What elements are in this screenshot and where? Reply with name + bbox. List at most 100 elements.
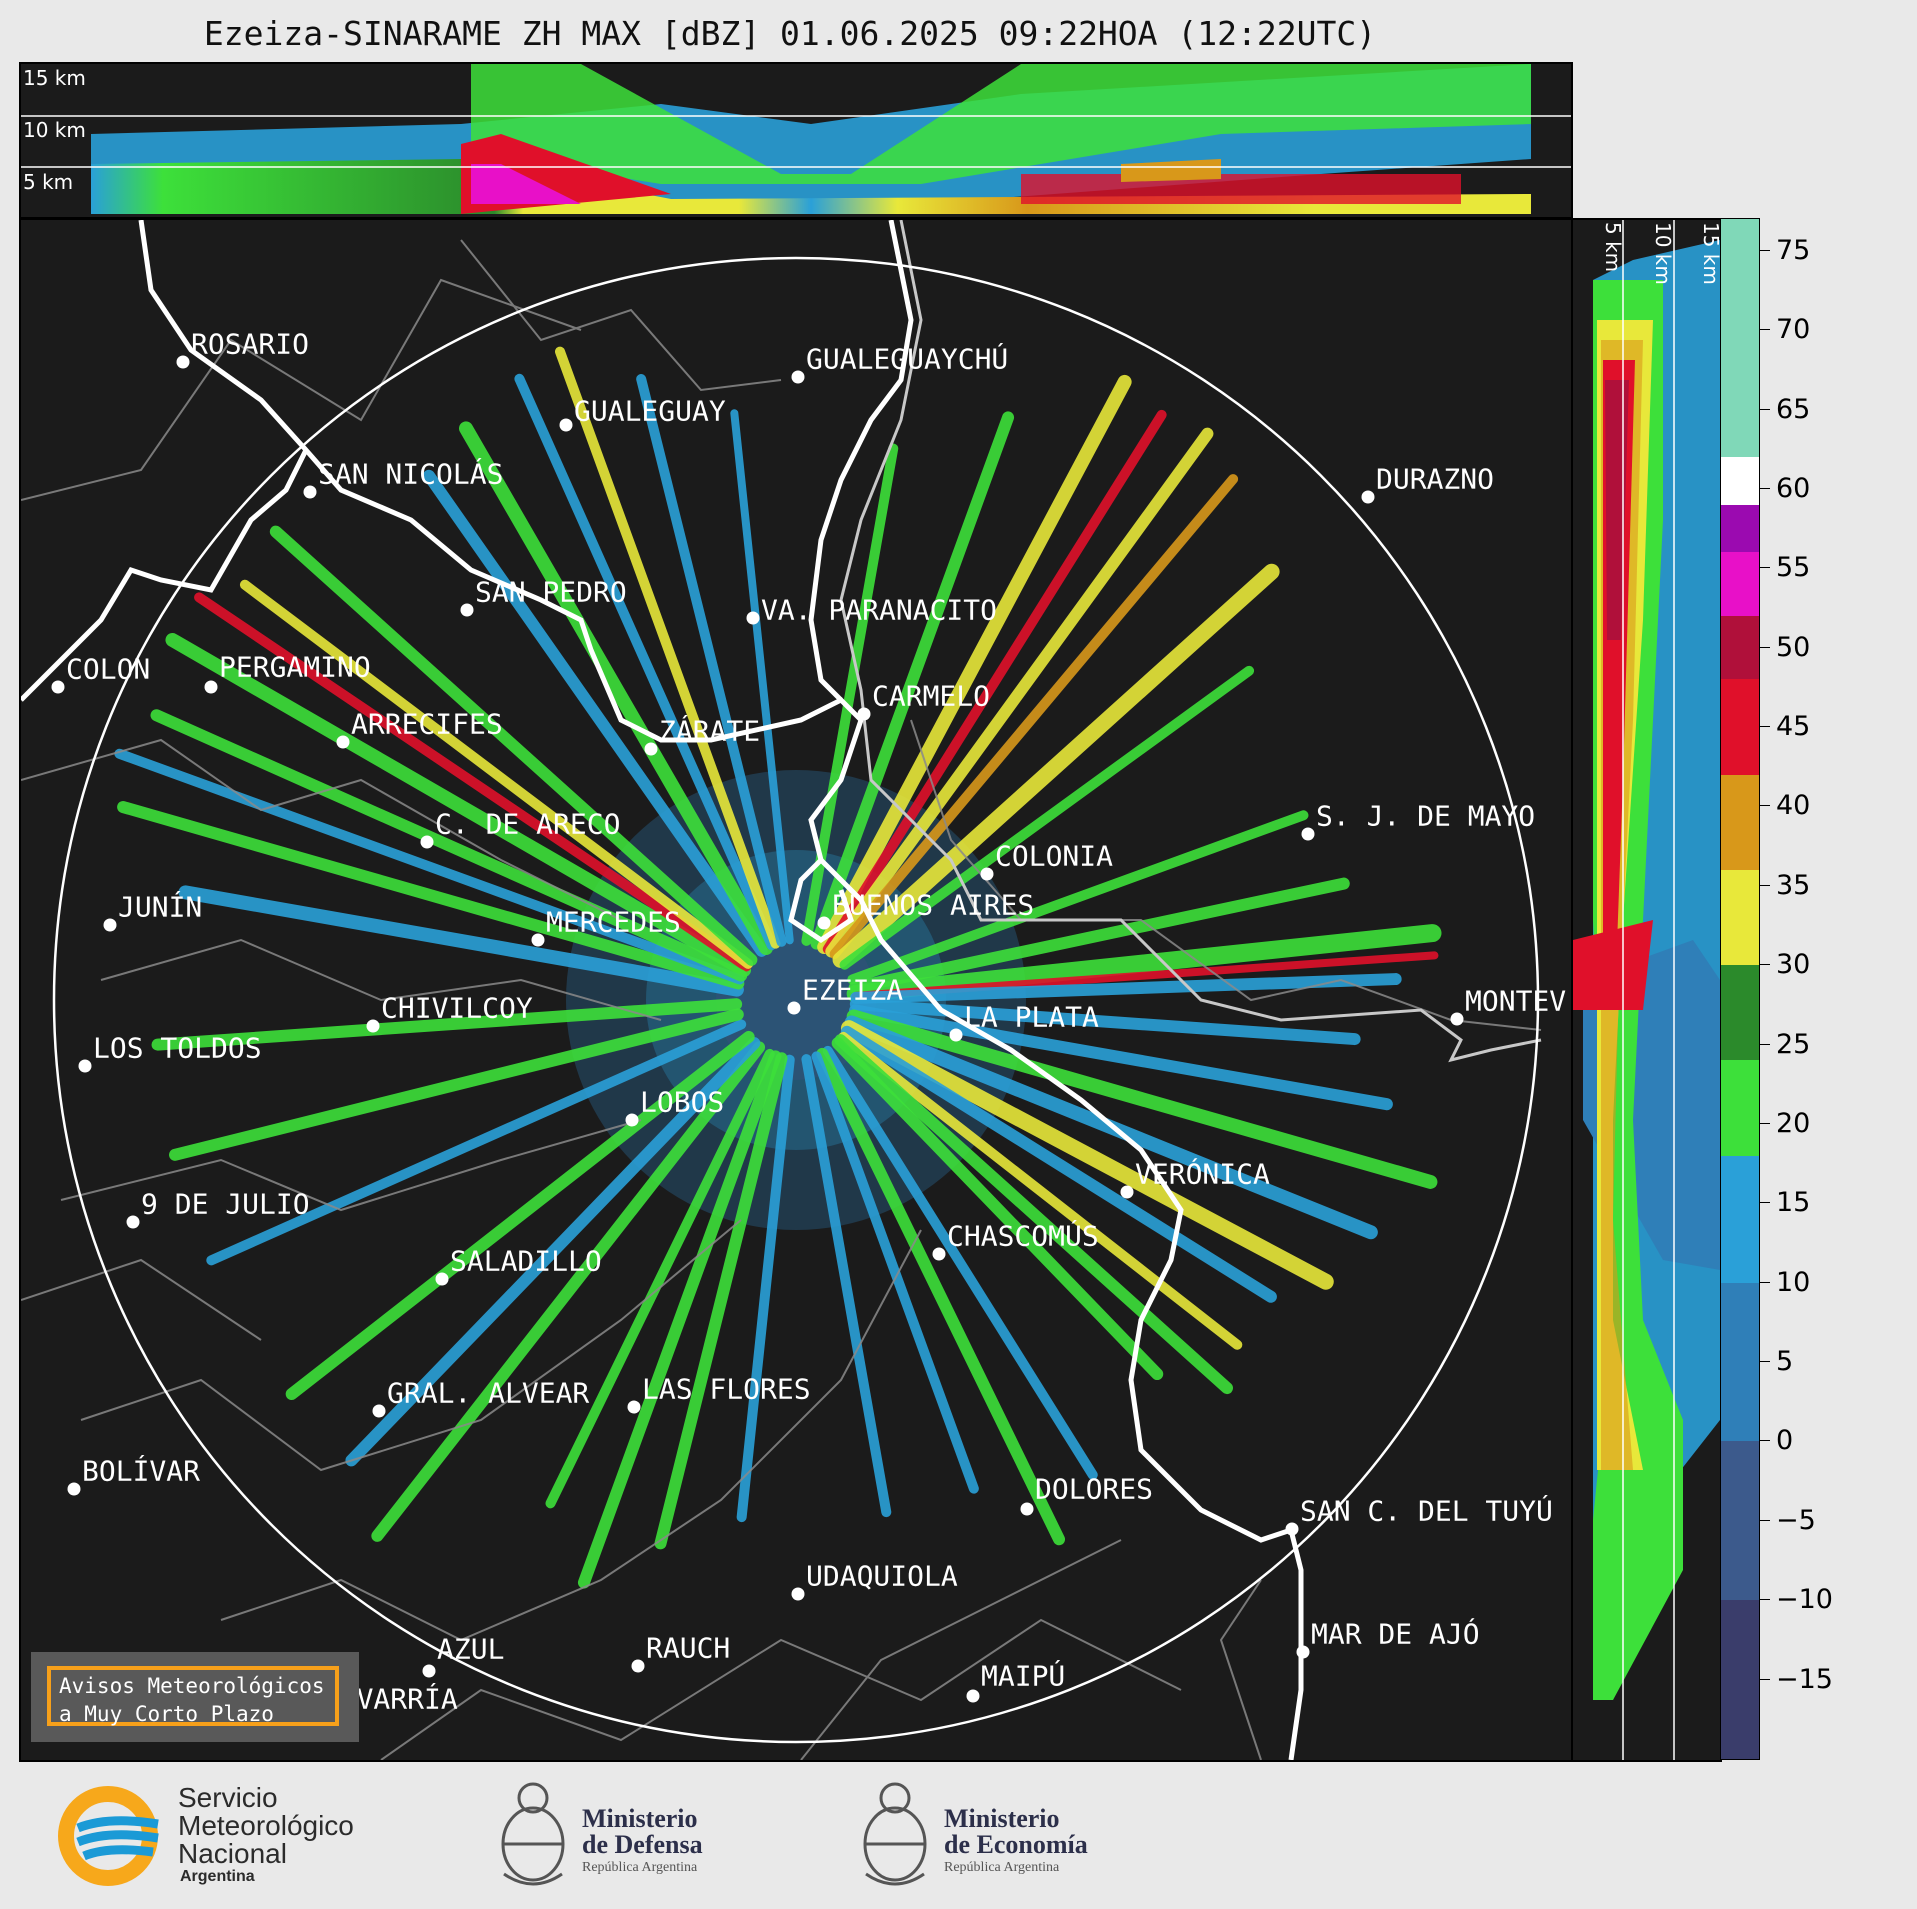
city-marker bbox=[1361, 490, 1375, 504]
reflectivity-beam bbox=[829, 474, 1239, 960]
city-marker bbox=[435, 1272, 449, 1286]
colorbar-tick bbox=[1760, 726, 1770, 728]
city-marker bbox=[791, 370, 805, 384]
city-marker bbox=[631, 1659, 645, 1673]
side-altitude-label-15km: 15 km bbox=[1699, 222, 1722, 285]
city-label: RAUCH bbox=[646, 1631, 731, 1665]
reflectivity-beam bbox=[849, 1004, 1393, 1111]
colorbar-segment bbox=[1721, 615, 1759, 680]
colorbar-tick-label: −15 bbox=[1776, 1663, 1833, 1695]
reflectivity-beam bbox=[285, 1030, 755, 1401]
city-label: CARMELO bbox=[872, 679, 991, 713]
reflectivity-beam bbox=[345, 1037, 761, 1467]
city-label: SAN PEDRO bbox=[475, 575, 627, 609]
city-marker bbox=[791, 1587, 805, 1601]
city-marker bbox=[1020, 1502, 1034, 1516]
reflectivity-beam bbox=[736, 1054, 795, 1523]
city-marker bbox=[303, 485, 317, 499]
uruguay-border bbox=[839, 220, 1542, 1063]
radar-map bbox=[21, 220, 1542, 1760]
reflectivity-beam bbox=[150, 709, 748, 982]
colorbar-tick-label: 35 bbox=[1776, 869, 1811, 901]
city-label: S. J. DE MAYO bbox=[1316, 799, 1536, 833]
reflectivity-beam bbox=[848, 877, 1350, 994]
city-label: COLONIA bbox=[995, 839, 1114, 873]
city-label: LOBOS bbox=[640, 1085, 725, 1119]
reflectivity-beam bbox=[117, 801, 745, 990]
city-label: UDAQUIOLA bbox=[806, 1559, 958, 1593]
radar-map-panel: ROSARIO GUALEGUAYCHÚ GUALEGUAY SAN NICOLÁS D… bbox=[19, 218, 1573, 1762]
city-label: ARRECIFES bbox=[351, 707, 503, 741]
altitude-label-10km: 10 km bbox=[23, 118, 86, 142]
top-cross-section-plot bbox=[21, 64, 1571, 214]
reflectivity-beam bbox=[459, 421, 773, 956]
reflectivity-beam bbox=[822, 409, 1167, 955]
colorbar-tick bbox=[1760, 1122, 1770, 1124]
reflectivity-beam bbox=[422, 469, 768, 957]
colorbar-tick bbox=[1760, 964, 1770, 966]
city-marker bbox=[746, 611, 760, 625]
reflectivity-beam bbox=[206, 1019, 747, 1266]
reflectivity-beam bbox=[840, 1025, 1277, 1303]
city-marker bbox=[1450, 1012, 1464, 1026]
colorbar-tick-label: 40 bbox=[1776, 790, 1811, 822]
city-marker bbox=[559, 418, 573, 432]
city-marker bbox=[1296, 1645, 1310, 1659]
coat-of-arms-icon bbox=[863, 1782, 927, 1886]
colorbar-tick bbox=[1760, 1440, 1770, 1442]
city-marker bbox=[966, 1689, 980, 1703]
city-label: ZÁRATE bbox=[659, 714, 761, 748]
district-borders bbox=[21, 239, 1542, 1760]
warning-box-line1: Avisos Meteorológicos bbox=[59, 1674, 325, 1698]
city-label: PERGAMINO bbox=[219, 650, 371, 684]
city-label: GUALEGUAYCHÚ bbox=[806, 342, 1009, 376]
city-label: MAIPÚ bbox=[981, 1659, 1066, 1693]
warning-box[interactable]: Avisos Meteorológicos a Muy Corto Plazo bbox=[31, 1652, 359, 1742]
reflectivity-beam bbox=[269, 525, 758, 966]
colorbar-tick bbox=[1760, 1202, 1770, 1204]
city-label: VERÓNICA bbox=[1135, 1157, 1270, 1191]
side-cross-section-panel: 5 km 10 km 15 km bbox=[1571, 218, 1722, 1762]
colorbar-segment bbox=[1721, 1600, 1759, 1759]
colorbar-tick bbox=[1760, 1043, 1770, 1045]
city-label: AZUL bbox=[437, 1632, 505, 1666]
colorbar-tick-label: 55 bbox=[1776, 552, 1811, 584]
coat-of-arms-icon bbox=[501, 1782, 565, 1886]
reflectivity-beam bbox=[839, 665, 1255, 970]
city-label: BUENOS AIRES bbox=[832, 888, 1035, 922]
city-marker bbox=[422, 1664, 436, 1678]
city-marker bbox=[949, 1028, 963, 1042]
colorbar-tick bbox=[1760, 487, 1770, 489]
city-label: C. DE ARECO bbox=[435, 807, 621, 841]
reflectivity-beam bbox=[817, 374, 1132, 955]
reflectivity-beam bbox=[555, 346, 781, 949]
reflectivity-beam bbox=[816, 1047, 1066, 1546]
city-label: BOLÍVAR bbox=[82, 1454, 201, 1488]
city-marker bbox=[857, 707, 871, 721]
colorbar-segment bbox=[1721, 1155, 1759, 1283]
colorbar-tick-label: 5 bbox=[1776, 1346, 1794, 1378]
colorbar-segment bbox=[1721, 869, 1759, 966]
warning-box-line2: a Muy Corto Plazo bbox=[59, 1702, 274, 1726]
colorbar-tick-label: 30 bbox=[1776, 949, 1811, 981]
side-altitude-label-10km: 10 km bbox=[1651, 222, 1675, 285]
reflectivity-beam bbox=[846, 924, 1442, 1003]
city-marker bbox=[531, 933, 545, 947]
top-cross-section-panel: 15 km 10 km 5 km bbox=[19, 62, 1573, 219]
colorbar-segment bbox=[1721, 679, 1759, 775]
reflectivity-beam bbox=[847, 810, 1309, 985]
colorbar-tick bbox=[1760, 1678, 1770, 1680]
city-marker bbox=[372, 1404, 386, 1418]
city-label: MAR DE AJÓ bbox=[1311, 1617, 1480, 1651]
colorbar-tick-label: 70 bbox=[1776, 314, 1811, 346]
city-label: LOS TOLDOS bbox=[93, 1031, 262, 1065]
city-marker bbox=[787, 1001, 801, 1015]
city-label: MERCEDES bbox=[546, 905, 681, 939]
colorbar-segment bbox=[1721, 1282, 1759, 1442]
defensa-logo-text: Ministerio de Defensa República Argentin… bbox=[582, 1804, 703, 1876]
city-label: ROSARIO bbox=[191, 327, 310, 361]
city-marker bbox=[1120, 1185, 1134, 1199]
colorbar-tick-label: 10 bbox=[1776, 1266, 1811, 1298]
reflectivity-beam bbox=[831, 1037, 1164, 1381]
map-title: Ezeiza-SINARAME ZH MAX [dBZ] 01.06.2025 … bbox=[203, 14, 1377, 53]
